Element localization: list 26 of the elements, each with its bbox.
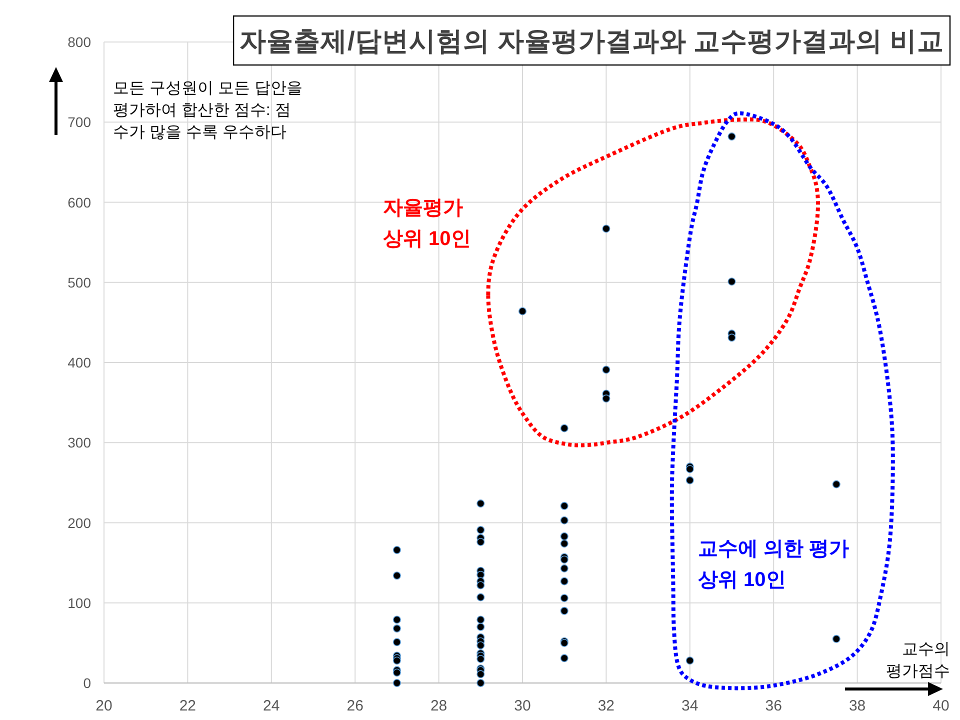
y-tick-label: 500: [68, 274, 91, 290]
x-tick-label: 38: [848, 698, 866, 714]
y-tick-label: 200: [68, 514, 91, 531]
chart-title: 자율출제/답변시험의 자율평가결과와 교수평가결과의 비교: [240, 26, 944, 56]
x-tick-label: 34: [682, 698, 698, 714]
y-tick-label: 400: [68, 354, 91, 370]
x-tick-label: 26: [346, 698, 364, 714]
x-tick-label: 30: [514, 698, 531, 714]
title: 자율출제/답변시험의 자율평가결과와 교수평가결과의 비교: [232, 15, 951, 66]
x-tick-label: 40: [932, 698, 950, 714]
y-axis-title: 모든 구성원이 모든 답안을 평가하여 합산한 점수: 점수가 많을 수록 우수하다: [113, 79, 303, 143]
y-tick-label: 800: [68, 34, 91, 50]
y-tick-label: 700: [68, 114, 91, 130]
x-tick-label: 36: [765, 698, 782, 714]
y-tick-label: 600: [68, 194, 91, 210]
y-tick-label: 0: [83, 675, 91, 691]
y-tick-label: 100: [68, 594, 91, 611]
x-tick-label: 20: [96, 698, 112, 714]
annotation: 교수에 의한 평가 상위 10인: [698, 538, 850, 591]
x-tick-label: 24: [263, 698, 280, 714]
annotation: 자율평가 상위 10인: [383, 197, 471, 250]
x-tick-label: 22: [179, 698, 196, 714]
y-tick-label: 300: [68, 434, 91, 451]
x-tick-label: 28: [430, 698, 448, 714]
x-tick-label: 32: [598, 698, 615, 714]
x-axis-title: 교수의 평가점수: [885, 640, 950, 682]
